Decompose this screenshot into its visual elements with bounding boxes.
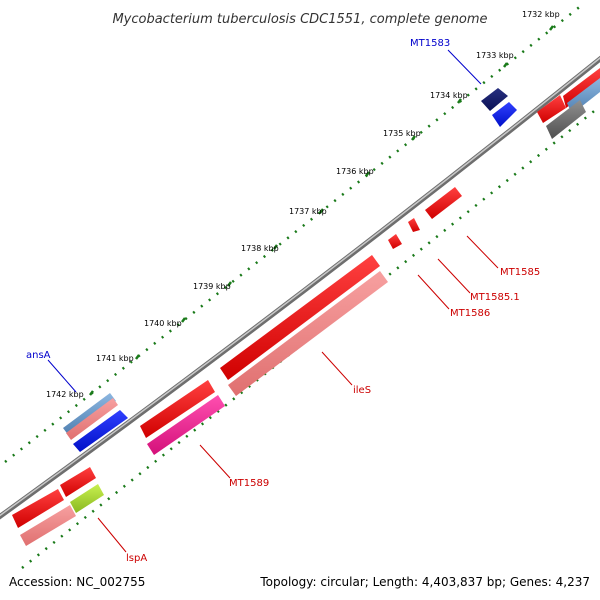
chromosome-backbone	[0, 55, 600, 520]
genome-summary-text: Topology: circular; Length: 4,403,837 bp…	[259, 575, 590, 589]
gene-feature	[537, 95, 566, 123]
gene-label-mt1583: MT1583	[410, 38, 450, 49]
tick-label-1739: 1739 kbp	[193, 282, 231, 291]
gene-feature	[60, 467, 96, 497]
gene-feature-ileS	[220, 255, 380, 380]
gene-feature-ileS-shade	[228, 271, 388, 396]
major-tick	[135, 354, 140, 360]
tick-label-1741: 1741 kbp	[96, 354, 134, 363]
connector-mt1589	[199, 444, 231, 479]
gene-feature	[563, 68, 600, 108]
chromosome-backbone-highlight	[0, 57, 600, 517]
forward-features	[63, 68, 600, 452]
gene-label-mt1585-1: MT1585.1	[470, 292, 520, 303]
major-tick	[89, 390, 94, 396]
gene-label-mt1586: MT1586	[450, 308, 490, 319]
connector-ansA	[47, 359, 77, 393]
gene-feature	[70, 484, 104, 513]
tick-label-1734: 1734 kbp	[430, 91, 468, 100]
gene-feature	[492, 102, 517, 127]
label-connectors	[47, 49, 499, 553]
major-ticks	[89, 25, 554, 396]
major-tick	[457, 98, 462, 104]
connector-lspA	[97, 517, 127, 553]
connector-mt1583	[447, 49, 482, 85]
major-tick	[503, 62, 508, 68]
connector-mt1585	[466, 235, 499, 269]
reverse-features	[12, 187, 462, 546]
tick-label-1737: 1737 kbp	[289, 207, 327, 216]
tick-labels: 1732 kbp 1733 kbp 1734 kbp 1735 kbp 1736…	[46, 10, 560, 399]
major-tick	[365, 171, 370, 177]
gene-feature-mt1589	[140, 380, 215, 438]
tick-label-1733: 1733 kbp	[476, 51, 514, 60]
major-tick	[319, 208, 324, 214]
tick-label-1740: 1740 kbp	[144, 319, 182, 328]
gene-label-mt1589: MT1589	[229, 478, 269, 489]
gene-feature-lspA	[20, 505, 76, 546]
tick-label-1735: 1735 kbp	[383, 129, 421, 138]
gene-feature-ansA	[63, 393, 116, 436]
gene-feature	[425, 187, 462, 219]
gene-label-ileS: ileS	[353, 385, 371, 396]
connector-mt1585-1	[437, 258, 471, 294]
accession-text: Accession: NC_002755	[9, 575, 145, 589]
major-tick	[273, 244, 278, 250]
gene-feature	[66, 398, 118, 440]
gene-feature	[546, 100, 586, 139]
major-tick	[227, 281, 232, 287]
tick-label-1742: 1742 kbp	[46, 390, 84, 399]
gene-feature	[388, 234, 402, 249]
connector-ileS	[321, 351, 353, 386]
gene-feature	[147, 395, 225, 455]
gene-feature-mt1583	[481, 88, 508, 111]
gene-feature	[73, 410, 128, 452]
major-tick	[181, 317, 186, 323]
gene-labels: MT1583 ansA MT1585 MT1585.1 MT1586 ileS …	[26, 38, 540, 564]
gene-feature	[12, 489, 64, 528]
connector-mt1586	[417, 274, 450, 310]
major-tick	[411, 135, 416, 141]
gene-label-mt1585: MT1585	[500, 267, 540, 278]
gene-label-ansA: ansA	[26, 350, 51, 361]
gene-feature	[408, 218, 420, 232]
tick-label-1736: 1736 kbp	[336, 167, 374, 176]
major-tick	[549, 25, 554, 31]
tick-label-1732: 1732 kbp	[522, 10, 560, 19]
tick-label-1738: 1738 kbp	[241, 244, 279, 253]
gene-label-lspA: lspA	[126, 553, 147, 564]
map-title: Mycobacterium tuberculosis CDC1551, comp…	[112, 12, 487, 27]
